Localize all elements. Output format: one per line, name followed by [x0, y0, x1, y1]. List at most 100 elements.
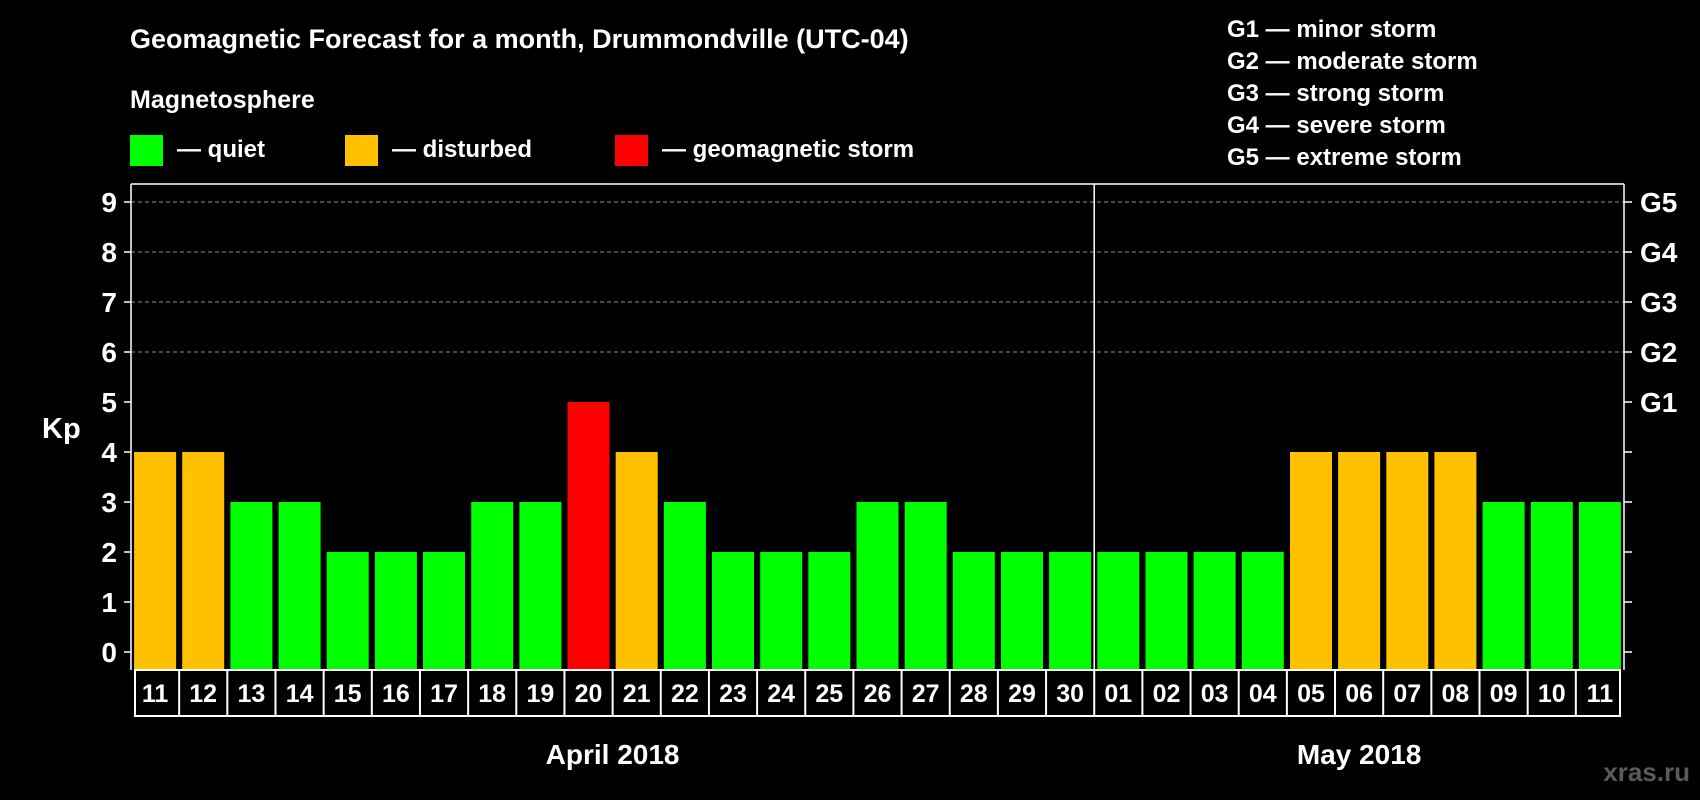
x-tick-label: 22 [671, 680, 699, 708]
bar [1241, 552, 1284, 670]
x-tick-label: 11 [142, 680, 169, 708]
month-label: April 2018 [546, 739, 680, 770]
axes [130, 183, 1625, 670]
month-label: May 2018 [1297, 739, 1422, 770]
bar [423, 552, 465, 670]
bar [278, 502, 321, 670]
bar [230, 502, 273, 670]
legend-swatch-quiet [130, 135, 163, 166]
x-tick-label: 12 [189, 680, 217, 708]
legend-swatch-storm [615, 135, 648, 166]
bar [519, 502, 562, 670]
date-row: 11 12 13 14 15 16 17 18 19 20 21 22 23 24 25 26 27 28 29 30… [134, 669, 1621, 717]
x-tick-label: 23 [719, 680, 747, 708]
bar [326, 552, 369, 670]
x-tick-label: 20 [575, 680, 603, 708]
storm-scale-g5: G5 — extreme storm [1227, 144, 1462, 171]
x-tick-label: 05 [1297, 680, 1325, 708]
x-tick-label: 29 [1008, 680, 1036, 708]
x-tick-label: 07 [1393, 680, 1421, 708]
bar [182, 452, 225, 670]
x-tick-label: 11 [1587, 680, 1614, 708]
bar [471, 502, 514, 670]
chart-title: Geomagnetic Forecast for a month, Drummo… [130, 24, 909, 54]
x-tick-label: 19 [526, 680, 554, 708]
legend-label-disturbed: — disturbed [392, 136, 532, 163]
legend-label-storm: — geomagnetic storm [662, 136, 914, 163]
bar [1386, 452, 1429, 670]
bar [1049, 552, 1092, 670]
y-tick-label: 9 [101, 187, 117, 218]
storm-scale-g4: G4 — severe storm [1227, 112, 1446, 139]
storm-scale-g1: G1 — minor storm [1227, 16, 1436, 43]
grid-lines [131, 201, 1624, 353]
x-tick-label: 09 [1490, 680, 1518, 708]
bar [1482, 502, 1525, 670]
storm-scale-legend: G1 — minor storm G2 — moderate storm G3 … [1227, 16, 1478, 171]
bars [134, 402, 1621, 670]
storm-scale-g2: G2 — moderate storm [1227, 48, 1478, 75]
bar [1097, 552, 1140, 670]
x-tick-label: 26 [864, 680, 892, 708]
bar [1530, 502, 1573, 670]
legend-swatch-disturbed [345, 135, 378, 166]
bar [856, 502, 899, 670]
bar [760, 552, 803, 670]
date-row-frame [134, 669, 1621, 717]
x-tick-label: 01 [1104, 680, 1132, 708]
x-tick-label: 18 [478, 680, 506, 708]
right-axis-label: G1 [1640, 387, 1677, 418]
bar [712, 552, 754, 670]
bar [1145, 552, 1188, 670]
x-tick-label: 03 [1201, 680, 1229, 708]
x-tick-label: 15 [334, 680, 362, 708]
x-tick-label: 06 [1345, 680, 1373, 708]
y-tick-label: 3 [101, 487, 117, 518]
legend-label-quiet: — quiet [177, 136, 265, 163]
legend-heading: Magnetosphere [130, 86, 315, 114]
right-axis-label: G5 [1640, 187, 1677, 218]
y-tick-label: 0 [101, 637, 117, 668]
bar [1193, 552, 1236, 670]
tick-labels: 0 1 2 3 4 5 6 7 8 9 G1 G2 G3 G4 G5 [101, 187, 1677, 668]
legend: — quiet — disturbed — geomagnetic storm [130, 135, 914, 166]
bar [904, 502, 947, 670]
y-tick-label: 2 [101, 537, 117, 568]
x-tick-label: 25 [815, 680, 843, 708]
bar [808, 552, 851, 670]
bar [1434, 452, 1477, 670]
x-tick-label: 04 [1249, 680, 1277, 708]
y-tick-label: 1 [101, 587, 117, 618]
x-tick-label: 28 [960, 680, 988, 708]
bar [1290, 452, 1332, 670]
x-tick-label: 02 [1153, 680, 1181, 708]
x-tick-label: 16 [382, 680, 410, 708]
x-tick-label: 17 [430, 680, 458, 708]
right-axis-label: G4 [1640, 237, 1678, 268]
bar [134, 452, 177, 670]
y-tick-label: 7 [101, 287, 117, 318]
x-tick-label: 27 [912, 680, 940, 708]
watermark: xras.ru [1603, 757, 1690, 787]
bar [663, 502, 706, 670]
y-tick-label: 8 [101, 237, 117, 268]
x-tick-label: 21 [623, 680, 651, 708]
x-tick-label: 30 [1056, 680, 1084, 708]
x-tick-label: 13 [237, 680, 265, 708]
bar [1578, 502, 1621, 670]
bar [1001, 552, 1043, 670]
right-axis-label: G2 [1640, 337, 1677, 368]
bar [1338, 452, 1381, 670]
y-tick-label: 6 [101, 337, 117, 368]
month-labels: April 2018 May 2018 [546, 739, 1422, 770]
x-tick-label: 14 [286, 680, 314, 708]
y-tick-label: 4 [101, 437, 117, 468]
bar [567, 402, 610, 670]
bar [615, 452, 658, 670]
x-tick-label: 24 [767, 680, 795, 708]
right-axis-label: G3 [1640, 287, 1677, 318]
x-tick-label: 10 [1538, 680, 1566, 708]
bar [374, 552, 417, 670]
y-axis-label: Kp [42, 413, 81, 445]
